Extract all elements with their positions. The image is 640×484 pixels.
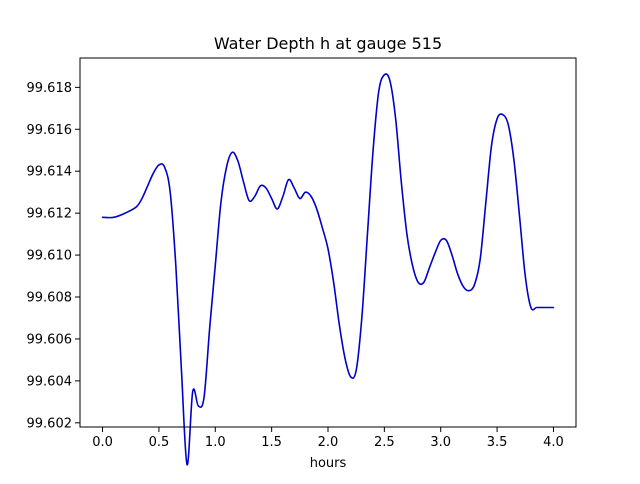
x-tick-label: 4.0 [543, 435, 564, 450]
y-tick-label: 99.608 [27, 291, 73, 306]
x-tick-label: 3.5 [487, 435, 508, 450]
y-tick-label: 99.616 [27, 123, 73, 138]
x-tick-label: 0.0 [92, 435, 113, 450]
y-tick-label: 99.612 [27, 207, 73, 222]
y-tick-label: 99.618 [27, 81, 73, 96]
chart-title: Water Depth h at gauge 515 [214, 34, 442, 53]
y-tick-label: 99.610 [27, 249, 73, 264]
y-tick-label: 99.614 [27, 165, 73, 180]
y-tick-label: 99.606 [27, 332, 73, 347]
y-axis: 99.602 99.604 99.606 99.608 99.610 99.612 99.6… [27, 81, 80, 431]
x-axis: 0.0 0.5 1.0 1.5 2.0 2.5 3.0 3.5 4.0 [92, 427, 564, 450]
series-line-0 [101, 73, 555, 466]
plot-area [101, 73, 555, 466]
x-axis-label: hours [310, 456, 347, 471]
y-tick-label: 99.604 [27, 374, 73, 389]
x-tick-label: 1.5 [261, 435, 282, 450]
x-tick-label: 2.0 [318, 435, 339, 450]
x-tick-label: 2.5 [374, 435, 395, 450]
x-tick-label: 0.5 [149, 435, 170, 450]
x-tick-label: 1.0 [205, 435, 226, 450]
y-tick-label: 99.602 [27, 416, 73, 431]
x-tick-label: 3.0 [430, 435, 451, 450]
